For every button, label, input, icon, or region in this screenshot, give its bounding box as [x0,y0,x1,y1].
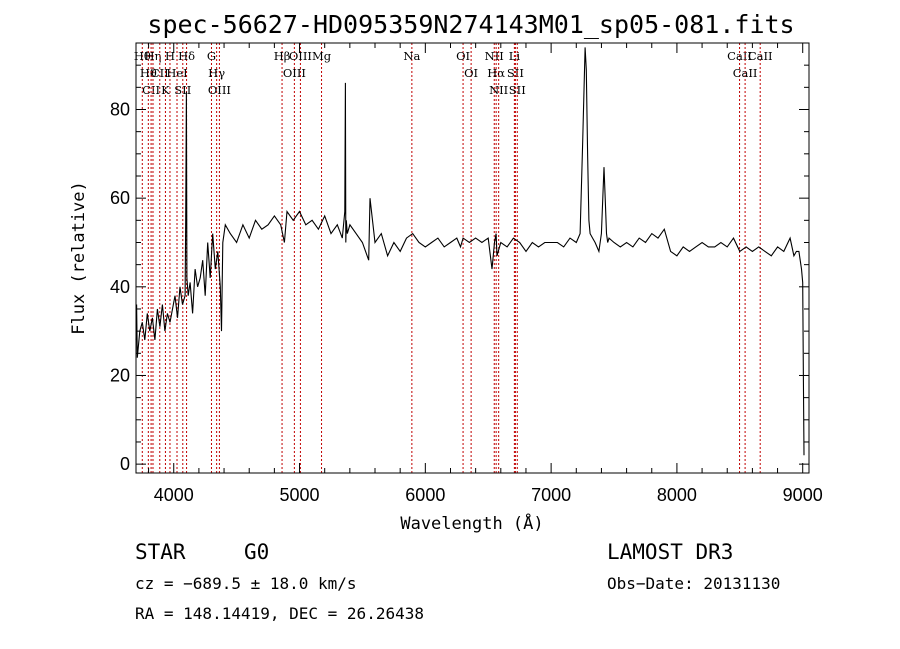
line-marker-label: CaII [733,66,758,80]
plot-frame [135,42,810,474]
x-axis-label: Wavelength (Å) [400,512,543,534]
line-marker-label: SII [509,83,526,97]
line-marker-label: Hδ [178,49,195,63]
line-marker-label: G [207,49,216,63]
object-class: STAR [135,540,186,564]
line-marker-label: OIII [289,49,312,63]
line-marker-label: HeI [166,66,187,80]
y-axis: 0 20 40 60 80 [110,64,809,474]
spectrum-chart: spec-56627-HD095359N274143M01_sp05-081.f… [69,10,823,534]
line-marker-label: CII [151,66,169,80]
line-marker-label: OIII [283,66,306,80]
line-marker-label: CaII [748,49,773,63]
spectrum-series [135,47,805,456]
line-marker-label: NII [489,83,508,97]
line-marker-label: CII [142,83,160,97]
y-tick-label: 20 [110,365,130,385]
line-marker-label: OI [464,66,478,80]
y-tick-label: 80 [110,99,130,119]
line-marker-label: Hη [145,49,162,63]
x-tick-label: 5000 [280,485,320,505]
x-tick-label: 9000 [783,485,823,505]
line-marker-label: H [165,49,175,63]
line-marker-label: Hα [487,66,505,80]
chart-title: spec-56627-HD095359N274143M01_sp05-081.f… [147,10,794,39]
x-tick-label: 7000 [531,485,571,505]
x-tick-label: 6000 [405,485,445,505]
line-marker-label: Hβ [274,49,291,63]
line-marker-label: OIII [208,83,231,97]
line-marker-label: Li [509,49,521,63]
line-marker-label: Hγ [208,66,225,80]
spectrum-line [135,47,805,456]
y-tick-label: 0 [120,454,130,474]
line-marker-label: OI [456,49,470,63]
x-axis: 4000 5000 6000 7000 8000 9000 [148,43,823,505]
line-marker-label: Hθ [134,49,151,63]
y-axis-label: Flux (relative) [69,181,89,335]
obs-date-line: Obs−Date: 20131130 [607,574,781,593]
y-tick-label: 40 [110,277,130,297]
line-marker-label: CaII [727,49,752,63]
coords-line: RA = 148.14419, DEC = 26.26438 [135,604,424,623]
line-marker-label: Na [403,49,420,63]
x-tick-label: 4000 [154,485,194,505]
line-marker-label: SII [507,66,524,80]
line-marker-label: K [161,83,170,97]
x-tick-label: 8000 [657,485,697,505]
subclass: G0 [244,540,270,564]
survey-name: LAMOST DR3 [607,540,734,564]
line-marker-label: Mg [312,49,332,63]
line-marker-label: SII [174,83,191,97]
line-marker-label: NII [485,49,504,63]
y-tick-label: 60 [110,188,130,208]
redshift-line: cz = −689.5 ± 18.0 km/s [135,574,357,593]
